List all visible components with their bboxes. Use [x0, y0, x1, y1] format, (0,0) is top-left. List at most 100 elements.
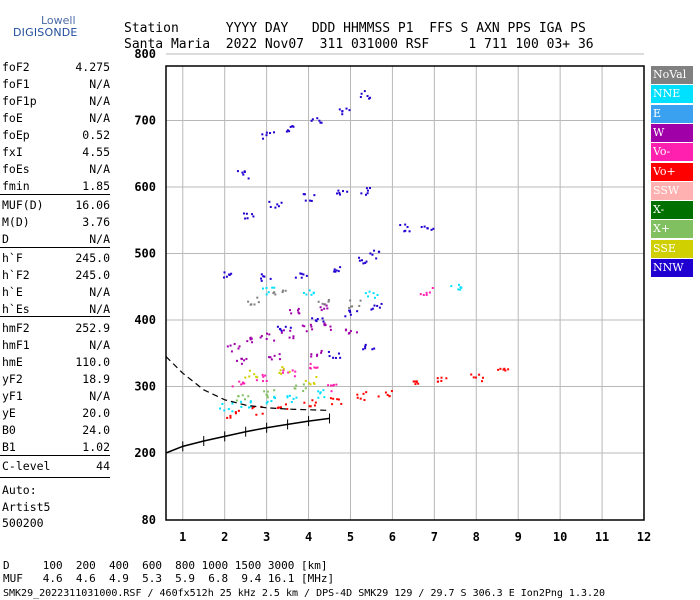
x-tick-label: 5: [347, 530, 354, 544]
param-name: MUF(D): [2, 198, 44, 212]
data-point-nnw: [269, 205, 272, 208]
data-point-vo-: [242, 381, 245, 384]
data-point-noval: [257, 301, 260, 304]
x-tick-label: 11: [595, 530, 609, 544]
data-point-nnw: [378, 306, 381, 309]
data-point-nnw: [338, 192, 341, 195]
panel-divider: [0, 194, 110, 195]
data-point-vo-: [445, 377, 448, 380]
data-point-vo-: [262, 380, 265, 383]
x-tick-label: 2: [221, 530, 228, 544]
data-point-nne: [249, 401, 252, 404]
legend-item-vo-: Vo-: [651, 143, 693, 162]
param-name: B1: [2, 440, 16, 454]
data-point-vo-: [440, 379, 443, 382]
data-point-vo-: [264, 374, 267, 377]
data-point-noval: [281, 289, 284, 292]
data-point-nnw: [430, 228, 433, 231]
y-tick-label: 300: [134, 380, 156, 394]
data-point-noval: [350, 305, 353, 308]
data-point-nnw: [339, 266, 342, 269]
data-point-nnw: [341, 110, 344, 113]
param-value: 16.06: [75, 198, 110, 212]
data-point-nnw: [251, 213, 254, 216]
data-point-nnw: [302, 193, 305, 196]
panel-divider: [0, 477, 110, 478]
data-point-vo-: [332, 397, 335, 400]
data-point-nne: [267, 291, 270, 294]
data-point-nnw: [366, 189, 369, 192]
data-point-noval: [327, 300, 330, 303]
data-point-w: [235, 359, 238, 362]
data-point-w: [229, 344, 232, 347]
data-point-vo-: [340, 402, 343, 405]
data-point-nnw: [319, 121, 322, 124]
data-point-vo-: [388, 395, 391, 398]
data-point-nne: [323, 396, 326, 399]
data-point-w: [296, 309, 299, 312]
data-point-nnw: [263, 275, 266, 278]
data-point-nnw: [342, 190, 345, 193]
data-point-nne: [273, 286, 276, 289]
data-point-vo-: [330, 390, 333, 393]
data-point-nnw: [371, 253, 374, 256]
data-point-vo-: [286, 407, 289, 410]
data-point-sse: [248, 369, 251, 372]
param-hmf2: hmF2 252.9: [2, 320, 110, 337]
param-value: N/A: [89, 77, 110, 91]
data-point-w: [266, 332, 269, 335]
data-point-nnw: [369, 96, 372, 99]
data-point-vo-: [330, 384, 333, 387]
data-point-w: [329, 328, 332, 331]
data-point-w: [238, 345, 241, 348]
data-point-vo-: [425, 291, 428, 294]
data-point-w: [310, 353, 313, 356]
data-point-nnw: [328, 355, 331, 358]
data-point-nnw: [339, 193, 342, 196]
data-point-vo-: [261, 412, 264, 415]
y-tick-label: 700: [134, 114, 156, 128]
data-point-x-: [247, 395, 250, 398]
data-point-nnw: [336, 192, 339, 195]
param-value: 245.0: [75, 268, 110, 282]
data-point-vo-: [436, 380, 439, 383]
data-point-vo-: [413, 380, 416, 383]
data-point-nnw: [305, 274, 308, 277]
data-point-w: [325, 304, 328, 307]
plot-frame: [165, 65, 645, 521]
data-point-sse: [309, 383, 312, 386]
data-point-vo-: [478, 373, 481, 376]
data-point-nnw: [265, 134, 268, 137]
x-tick-label: 7: [431, 530, 438, 544]
data-point-nnw: [242, 173, 245, 176]
data-point-x-: [243, 398, 246, 401]
data-point-vo-: [243, 382, 246, 385]
data-point-w: [320, 309, 323, 312]
param-value: 252.9: [75, 321, 110, 335]
data-point-nnw: [274, 206, 277, 209]
param-hmf1: hmF1 N/A: [2, 337, 110, 354]
data-point-w: [323, 307, 326, 310]
auto-label: Auto:: [2, 483, 37, 497]
data-point-w: [237, 347, 240, 350]
data-point-nnw: [262, 275, 265, 278]
x-tick-label: 6: [389, 530, 396, 544]
data-point-vo-: [499, 367, 502, 370]
data-point-w: [230, 350, 233, 353]
data-point-sse: [248, 375, 251, 378]
data-point-nnw: [373, 249, 376, 252]
data-point-nnw: [404, 223, 407, 226]
data-point-nnw: [349, 311, 352, 314]
data-point-w: [344, 329, 347, 332]
data-point-nnw: [364, 345, 367, 348]
data-point-vo-: [414, 383, 417, 386]
data-point-nne: [271, 286, 274, 289]
data-point-vo-: [282, 369, 285, 372]
data-point-nnw: [300, 276, 303, 279]
data-point-vo-: [226, 416, 229, 419]
data-point-nne: [286, 396, 289, 399]
data-point-w: [348, 331, 351, 334]
data-point-w: [297, 311, 300, 314]
data-point-nnw: [432, 227, 435, 230]
data-point-nnw: [244, 217, 247, 220]
